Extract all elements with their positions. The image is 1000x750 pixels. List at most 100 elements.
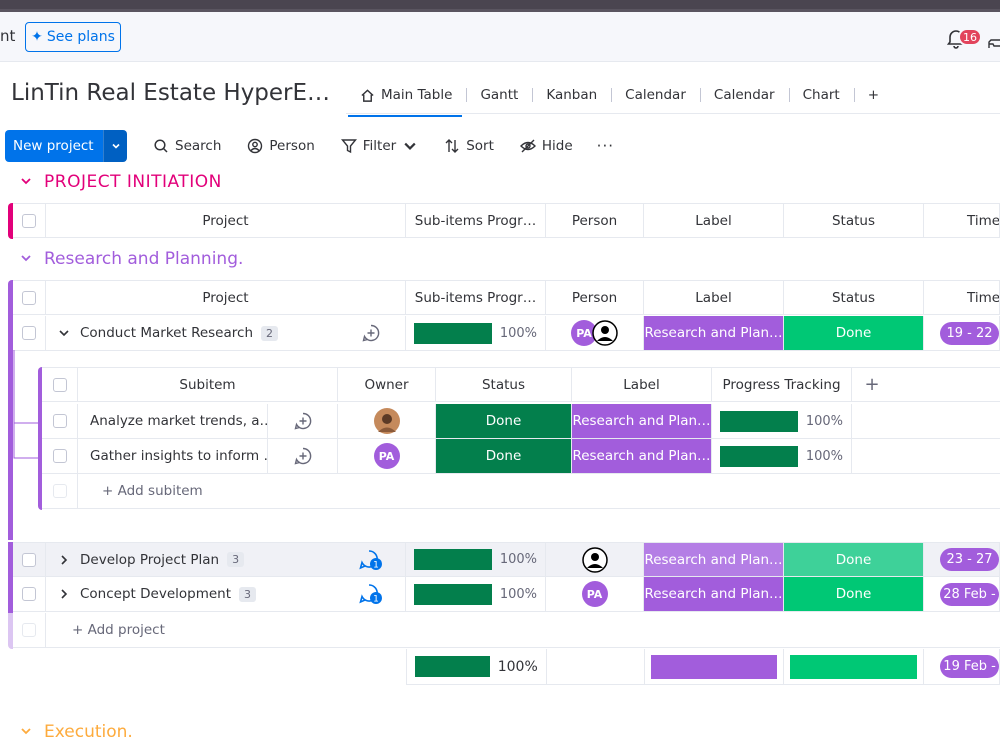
group-title[interactable]: Research and Planning. <box>44 249 244 269</box>
hide-button[interactable]: Hide <box>519 138 573 154</box>
tab-calendar[interactable]: Calendar <box>611 79 700 111</box>
tab-main-table[interactable]: Main Table <box>346 79 466 117</box>
chevron-down-icon[interactable] <box>20 725 32 740</box>
filter-button[interactable]: Filter <box>340 138 418 154</box>
column-header-subitems-progress[interactable]: Sub-items Progr… <box>406 281 546 314</box>
owner-cell[interactable] <box>338 404 436 438</box>
group-header-research[interactable]: Research and Planning. <box>20 249 243 269</box>
row-checkbox-cell[interactable] <box>42 404 78 438</box>
avatar-placeholder-icon[interactable] <box>581 546 608 573</box>
new-project-label[interactable]: New project <box>5 130 103 162</box>
group-title[interactable]: PROJECT INITIATION <box>44 172 222 192</box>
column-header-label[interactable]: Label <box>644 281 784 314</box>
column-header-timeline[interactable]: Timel <box>924 204 1000 237</box>
item-name[interactable]: Conduct Market Research <box>80 325 253 341</box>
label-distribution-bar[interactable] <box>650 654 778 679</box>
column-header-person[interactable]: Person <box>546 204 644 237</box>
row-checkbox-cell[interactable] <box>13 543 46 576</box>
column-header-label[interactable]: Label <box>644 204 784 237</box>
person-cell[interactable] <box>546 543 644 576</box>
avatar[interactable]: PA <box>581 581 608 607</box>
add-update-icon[interactable] <box>293 446 313 466</box>
updates-cell[interactable]: 1 <box>336 543 406 576</box>
avatar[interactable]: PA <box>373 443 400 469</box>
user-photo-avatar[interactable] <box>373 408 400 434</box>
item-name-cell[interactable]: Develop Project Plan 3 <box>46 543 336 576</box>
add-project-row[interactable]: + Add project <box>13 613 1000 648</box>
new-project-button[interactable]: New project <box>5 130 127 162</box>
checkbox[interactable] <box>22 290 36 305</box>
checkbox[interactable] <box>52 414 67 428</box>
updates-icon[interactable]: 1 <box>358 549 383 571</box>
board-title[interactable]: LinTin Real Estate HyperE… <box>11 80 331 106</box>
status-cell[interactable]: Done <box>436 439 572 473</box>
add-view-button[interactable]: + <box>853 79 893 111</box>
column-header-status[interactable]: Status <box>784 204 924 237</box>
inbox-icon[interactable] <box>988 39 1000 49</box>
chevron-down-icon[interactable] <box>58 327 70 339</box>
updates-icon[interactable]: 1 <box>358 583 383 605</box>
chevron-right-icon[interactable] <box>58 554 70 566</box>
group-title[interactable]: Execution. <box>44 722 133 742</box>
column-header-subitems-progress[interactable]: Sub-items Progr… <box>406 204 546 237</box>
subitem-count[interactable]: 3 <box>227 552 245 567</box>
subitem-count[interactable]: 3 <box>239 586 257 602</box>
add-update-cell[interactable] <box>268 404 338 438</box>
person-cell[interactable]: PA <box>546 316 644 350</box>
label-cell[interactable]: Research and Plan… <box>644 577 784 611</box>
timeline-pill[interactable]: 19 - 22 <box>940 321 999 345</box>
status-cell[interactable]: Done <box>784 543 924 576</box>
chevron-right-icon[interactable] <box>58 588 70 600</box>
item-name[interactable]: Develop Project Plan <box>80 551 220 568</box>
subitem-name-cell[interactable]: Gather insights to inform … <box>78 439 268 473</box>
label-cell[interactable]: Research and Plan… <box>572 404 712 438</box>
column-header-project[interactable]: Project <box>46 204 406 237</box>
person-cell[interactable]: PA <box>546 577 644 611</box>
tab-chart[interactable]: Chart <box>788 79 854 111</box>
add-subitem-row[interactable]: + Add subitem <box>42 474 1000 509</box>
label-cell[interactable]: Research and Plan… <box>644 543 784 576</box>
column-header-person[interactable]: Person <box>546 281 644 314</box>
group-header-execution[interactable]: Execution. <box>20 722 133 742</box>
table-row[interactable]: Conduct Market Research 2 100% PA Resear… <box>13 316 1000 351</box>
item-name-cell[interactable]: Concept Development 3 <box>46 577 336 611</box>
tab-gantt[interactable]: Gantt <box>466 79 532 111</box>
subcolumn-header-subitem[interactable]: Subitem <box>78 368 338 401</box>
group-header-initiation[interactable]: PROJECT INITIATION <box>20 172 222 192</box>
add-column-button[interactable]: + <box>864 374 880 395</box>
column-header-status[interactable]: Status <box>784 281 924 314</box>
checkbox[interactable] <box>22 552 36 567</box>
chevron-down-icon[interactable] <box>20 175 32 190</box>
checkbox[interactable] <box>22 326 36 340</box>
summary-label-cell[interactable] <box>645 649 785 684</box>
timeline-pill[interactable]: 23 - 27 <box>940 548 999 571</box>
owner-cell[interactable]: PA <box>338 439 436 473</box>
more-options-button[interactable]: ··· <box>597 137 614 155</box>
select-all-cell[interactable] <box>42 368 78 401</box>
item-name-cell[interactable]: Conduct Market Research 2 <box>46 316 336 350</box>
summary-status-cell[interactable] <box>784 649 925 684</box>
label-cell[interactable]: Research and Plan… <box>644 316 784 350</box>
item-name[interactable]: Concept Development <box>80 586 232 602</box>
add-update-icon[interactable] <box>293 411 313 431</box>
column-header-project[interactable]: Project <box>46 281 406 314</box>
timeline-pill[interactable]: 28 Feb - <box>940 582 999 606</box>
subcolumn-header-label[interactable]: Label <box>572 368 712 401</box>
timeline-pill[interactable]: 19 Feb - <box>940 655 999 678</box>
row-checkbox-cell[interactable] <box>13 577 46 611</box>
select-all-cell[interactable] <box>13 281 46 314</box>
subitem-row[interactable]: Analyze market trends, a… Done Research … <box>42 404 1000 439</box>
timeline-cell[interactable]: 23 - 27 <box>924 543 1000 576</box>
subitem-row[interactable]: Gather insights to inform … PA Done Rese… <box>42 439 1000 474</box>
add-update-icon[interactable] <box>361 323 381 343</box>
table-row[interactable]: Develop Project Plan 3 1 100% Research a… <box>13 542 1000 577</box>
status-cell[interactable]: Done <box>784 316 924 350</box>
timeline-cell[interactable]: 28 Feb - <box>924 577 1000 611</box>
timeline-cell[interactable]: 19 - 22 <box>924 316 1000 350</box>
subcolumn-header-owner[interactable]: Owner <box>338 368 436 401</box>
select-all-cell[interactable] <box>13 204 46 237</box>
see-plans-button[interactable]: ✦ See plans <box>25 22 121 52</box>
row-checkbox-cell[interactable] <box>42 439 78 473</box>
tab-calendar-2[interactable]: Calendar <box>699 79 789 111</box>
subcolumn-header-progress[interactable]: Progress Tracking <box>712 368 852 401</box>
